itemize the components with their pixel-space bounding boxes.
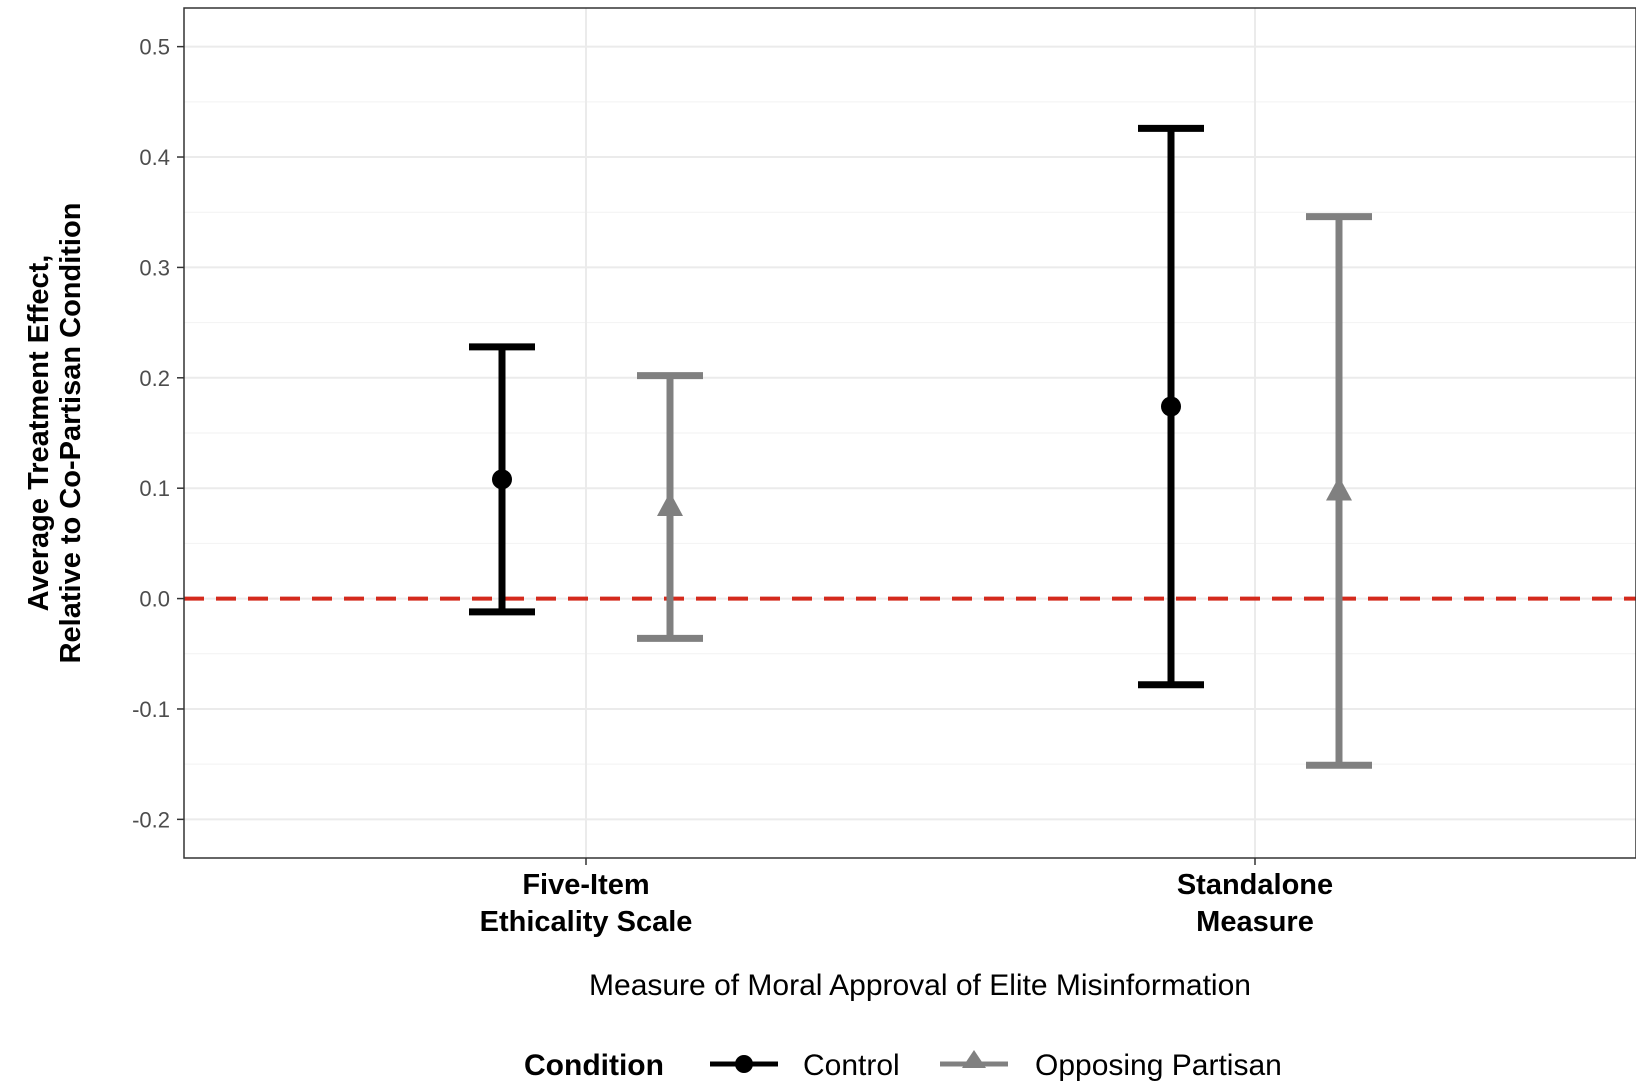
y-tick-label: 0.4 <box>139 145 170 170</box>
y-tick-label: 0.2 <box>139 366 170 391</box>
x-tick-label: Ethicality Scale <box>480 906 693 938</box>
x-axis-title: Measure of Moral Approval of Elite Misin… <box>589 969 1251 1002</box>
point-estimate-circle <box>1161 396 1181 417</box>
y-tick-label: 0.1 <box>139 476 170 501</box>
point-estimate-circle <box>492 469 512 490</box>
point-estimate-triangle <box>657 491 683 516</box>
y-tick-label: 0.5 <box>139 35 170 60</box>
legend: Condition Control Opposing Partisan <box>524 1049 1282 1082</box>
legend-key-opposing-marker <box>962 1050 986 1068</box>
x-tick-label: Measure <box>1196 906 1314 938</box>
y-axis-title-line-1: Average Treatment Effect, <box>23 255 55 612</box>
legend-label-opposing-partisan: Opposing Partisan <box>1035 1049 1282 1082</box>
legend-label-control: Control <box>803 1049 900 1082</box>
legend-key-control-marker <box>735 1055 753 1073</box>
grid-minor <box>184 101 1636 765</box>
point-estimate-triangle <box>1326 476 1352 501</box>
x-tick-label: Standalone <box>1177 869 1333 901</box>
panel-border <box>183 7 1636 859</box>
y-tick-label: 0.0 <box>139 587 170 612</box>
y-axis-title-line-2: Relative to Co-Partisan Condition <box>55 203 87 664</box>
y-tick-label: 0.3 <box>139 255 170 280</box>
y-tick-label: -0.2 <box>132 807 170 832</box>
grid-major <box>184 8 1636 858</box>
x-tick-label: Five-Item <box>522 869 649 901</box>
point-estimates <box>492 396 1352 516</box>
y-axis: -0.2 -0.1 0.0 0.1 0.2 0.3 0.4 0.5 <box>132 35 184 832</box>
x-axis: Five-Item Ethicality Scale Standalone Measu… <box>480 858 1333 938</box>
error-bars <box>469 124 1372 769</box>
legend-title: Condition <box>524 1049 664 1082</box>
y-tick-label: -0.1 <box>132 697 170 722</box>
